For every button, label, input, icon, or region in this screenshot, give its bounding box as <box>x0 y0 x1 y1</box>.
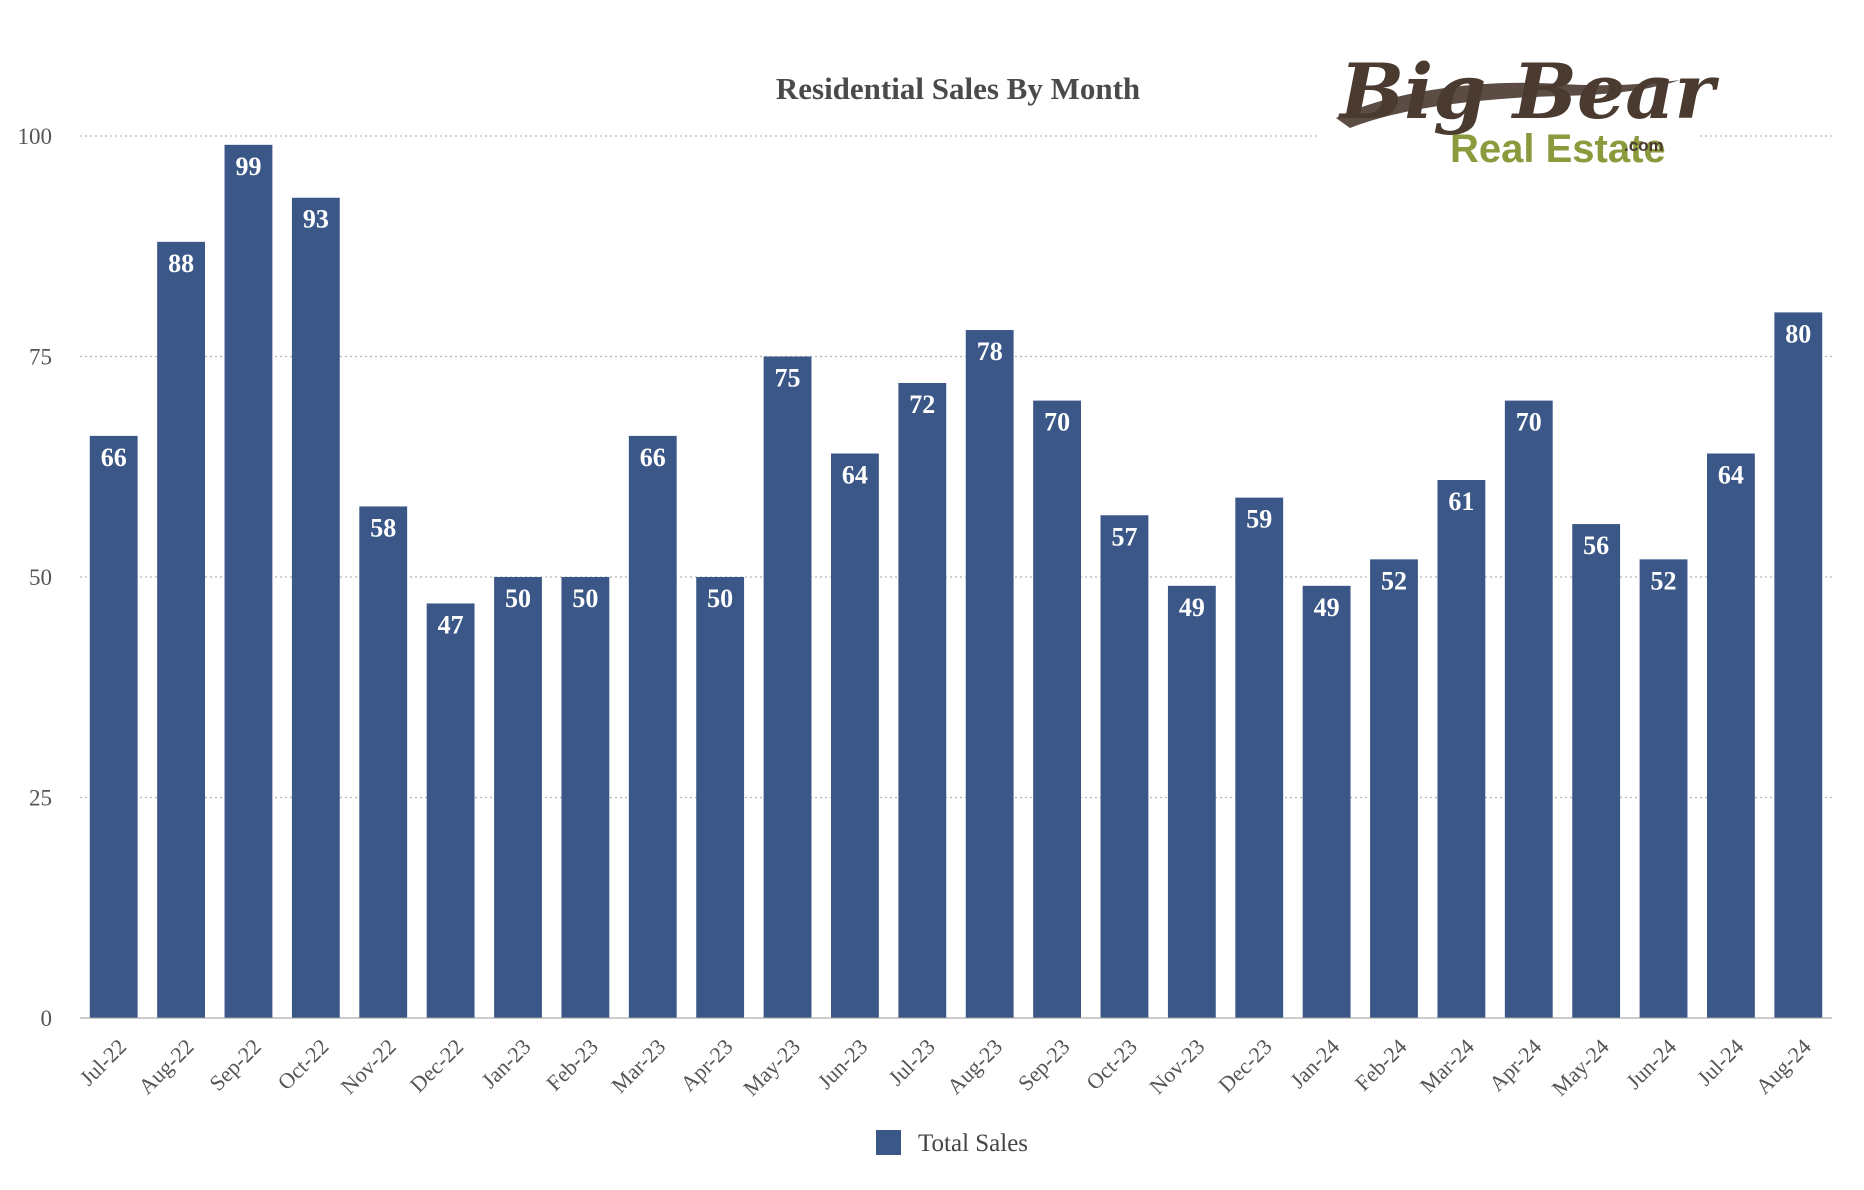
bar-label-dec-22: 47 <box>438 610 464 639</box>
bar-label-sep-23: 70 <box>1044 408 1070 437</box>
bar-mar-23 <box>628 435 677 1018</box>
y-axis-ticks: 0 25 50 75 100 <box>18 124 53 1031</box>
bar-label-oct-22: 93 <box>303 205 329 234</box>
bars-layer <box>89 144 1823 1019</box>
x-tick-label-jan-24: Jan-24 <box>1285 1034 1344 1093</box>
x-tick-label-may-23: May-23 <box>738 1034 805 1101</box>
bar-aug-23 <box>965 330 1014 1018</box>
bar-aug-22 <box>157 241 205 1019</box>
bar-label-aug-23: 78 <box>977 337 1003 366</box>
bar-jul-23 <box>898 382 947 1019</box>
x-tick-label-jul-24: Jul-24 <box>1692 1034 1749 1091</box>
x-axis-ticks: Jul-22 Aug-22 Sep-22 Oct-22 Nov-22 Dec-22 Jan-… <box>75 1034 1816 1101</box>
bar-mar-24 <box>1437 479 1486 1019</box>
x-tick-label-aug-23: Aug-23 <box>942 1034 1007 1099</box>
y-tick-label-25: 25 <box>29 786 52 811</box>
chart-title: Residential Sales By Month <box>776 71 1140 106</box>
legend-swatch-total-sales <box>876 1130 901 1155</box>
bar-label-sep-22: 99 <box>235 152 261 181</box>
bar-label-jun-23: 64 <box>842 461 868 490</box>
bar-jul-22 <box>89 435 138 1018</box>
bar-jan-24 <box>1302 585 1351 1018</box>
x-tick-label-jun-24: Jun-24 <box>1621 1034 1681 1094</box>
y-tick-label-0: 0 <box>41 1006 53 1031</box>
logo-wordmark-com: .com <box>1624 136 1664 155</box>
x-tick-label-may-24: May-24 <box>1547 1034 1614 1101</box>
y-tick-label-75: 75 <box>29 345 52 370</box>
bar-jan-23 <box>494 577 542 1018</box>
bar-may-23 <box>763 356 812 1018</box>
x-tick-label-nov-23: Nov-23 <box>1144 1034 1209 1099</box>
bar-label-dec-23: 59 <box>1246 505 1272 534</box>
x-tick-label-oct-22: Oct-22 <box>273 1034 334 1095</box>
bar-oct-23 <box>1100 515 1149 1018</box>
x-tick-label-feb-23: Feb-23 <box>541 1034 603 1096</box>
bar-label-mar-24: 61 <box>1448 487 1474 516</box>
x-tick-label-apr-24: Apr-24 <box>1484 1034 1546 1096</box>
bar-jun-24 <box>1639 559 1688 1018</box>
bar-dec-23 <box>1235 497 1284 1018</box>
logo-wordmark-real-estate: Real Estate <box>1450 127 1666 171</box>
bar-apr-24 <box>1504 400 1553 1019</box>
brand-logo: Big Bear Real Estate .com <box>1318 47 1720 171</box>
x-tick-label-oct-23: Oct-23 <box>1081 1034 1142 1095</box>
y-tick-label-50: 50 <box>29 565 52 590</box>
bar-label-jul-22: 66 <box>101 443 127 472</box>
bar-jun-23 <box>831 453 879 1018</box>
bar-feb-24 <box>1370 559 1418 1018</box>
bar-may-24 <box>1572 524 1621 1018</box>
logo-swash <box>1336 80 1680 128</box>
x-tick-label-jan-23: Jan-23 <box>476 1034 535 1093</box>
bar-sep-22 <box>224 144 273 1018</box>
logo-wordmark-big-bear: Big Bear <box>1338 47 1720 136</box>
x-tick-label-jul-22: Jul-22 <box>75 1034 132 1091</box>
x-tick-label-nov-22: Nov-22 <box>336 1034 401 1099</box>
bar-nov-22 <box>359 506 408 1018</box>
bar-label-jan-23: 50 <box>505 584 531 613</box>
bar-dec-22 <box>426 603 475 1018</box>
bar-label-mar-23: 66 <box>640 443 666 472</box>
bar-label-feb-24: 52 <box>1381 566 1407 595</box>
bar-sep-23 <box>1033 400 1081 1019</box>
bar-label-nov-22: 58 <box>370 513 396 542</box>
legend: Total Sales <box>876 1130 1028 1157</box>
bar-jul-24 <box>1707 453 1755 1018</box>
bar-label-may-23: 75 <box>775 364 801 393</box>
x-tick-label-sep-22: Sep-22 <box>204 1034 266 1096</box>
bar-label-jun-24: 52 <box>1651 566 1677 595</box>
x-tick-label-sep-23: Sep-23 <box>1013 1034 1075 1096</box>
bar-label-nov-23: 49 <box>1179 593 1205 622</box>
bar-label-jul-24: 64 <box>1718 461 1744 490</box>
bar-label-feb-23: 50 <box>572 584 598 613</box>
bar-label-aug-22: 88 <box>168 249 194 278</box>
bar-label-jan-24: 49 <box>1314 593 1340 622</box>
bar-oct-22 <box>291 197 340 1019</box>
bar-label-apr-23: 50 <box>707 584 733 613</box>
x-tick-label-mar-23: Mar-23 <box>606 1034 670 1098</box>
x-tick-label-dec-22: Dec-22 <box>405 1034 468 1097</box>
x-tick-label-feb-24: Feb-24 <box>1350 1034 1412 1096</box>
x-tick-label-aug-22: Aug-22 <box>133 1034 198 1099</box>
bar-label-jul-23: 72 <box>909 390 935 419</box>
y-tick-label-100: 100 <box>18 124 53 149</box>
bar-label-apr-24: 70 <box>1516 408 1542 437</box>
bar-feb-23 <box>561 577 610 1018</box>
x-tick-label-aug-24: Aug-24 <box>1751 1034 1816 1099</box>
bar-label-aug-24: 80 <box>1785 319 1811 348</box>
bar-label-oct-23: 57 <box>1111 522 1137 551</box>
x-tick-label-dec-23: Dec-23 <box>1213 1034 1276 1097</box>
grid-layer <box>80 135 1832 799</box>
x-tick-label-jun-23: Jun-23 <box>812 1034 872 1094</box>
bar-labels-layer: 66 88 99 93 58 47 50 50 66 50 75 64 72 78 70 57 49 59 49 52… <box>101 152 1812 640</box>
bar-aug-24 <box>1774 312 1823 1018</box>
x-tick-label-jul-23: Jul-23 <box>883 1034 940 1091</box>
bar-nov-23 <box>1167 585 1216 1018</box>
legend-label-total-sales: Total Sales <box>918 1130 1028 1157</box>
bar-label-may-24: 56 <box>1583 531 1609 560</box>
x-tick-label-apr-23: Apr-23 <box>675 1034 737 1096</box>
x-tick-label-mar-24: Mar-24 <box>1415 1034 1479 1098</box>
bar-apr-23 <box>696 577 745 1018</box>
